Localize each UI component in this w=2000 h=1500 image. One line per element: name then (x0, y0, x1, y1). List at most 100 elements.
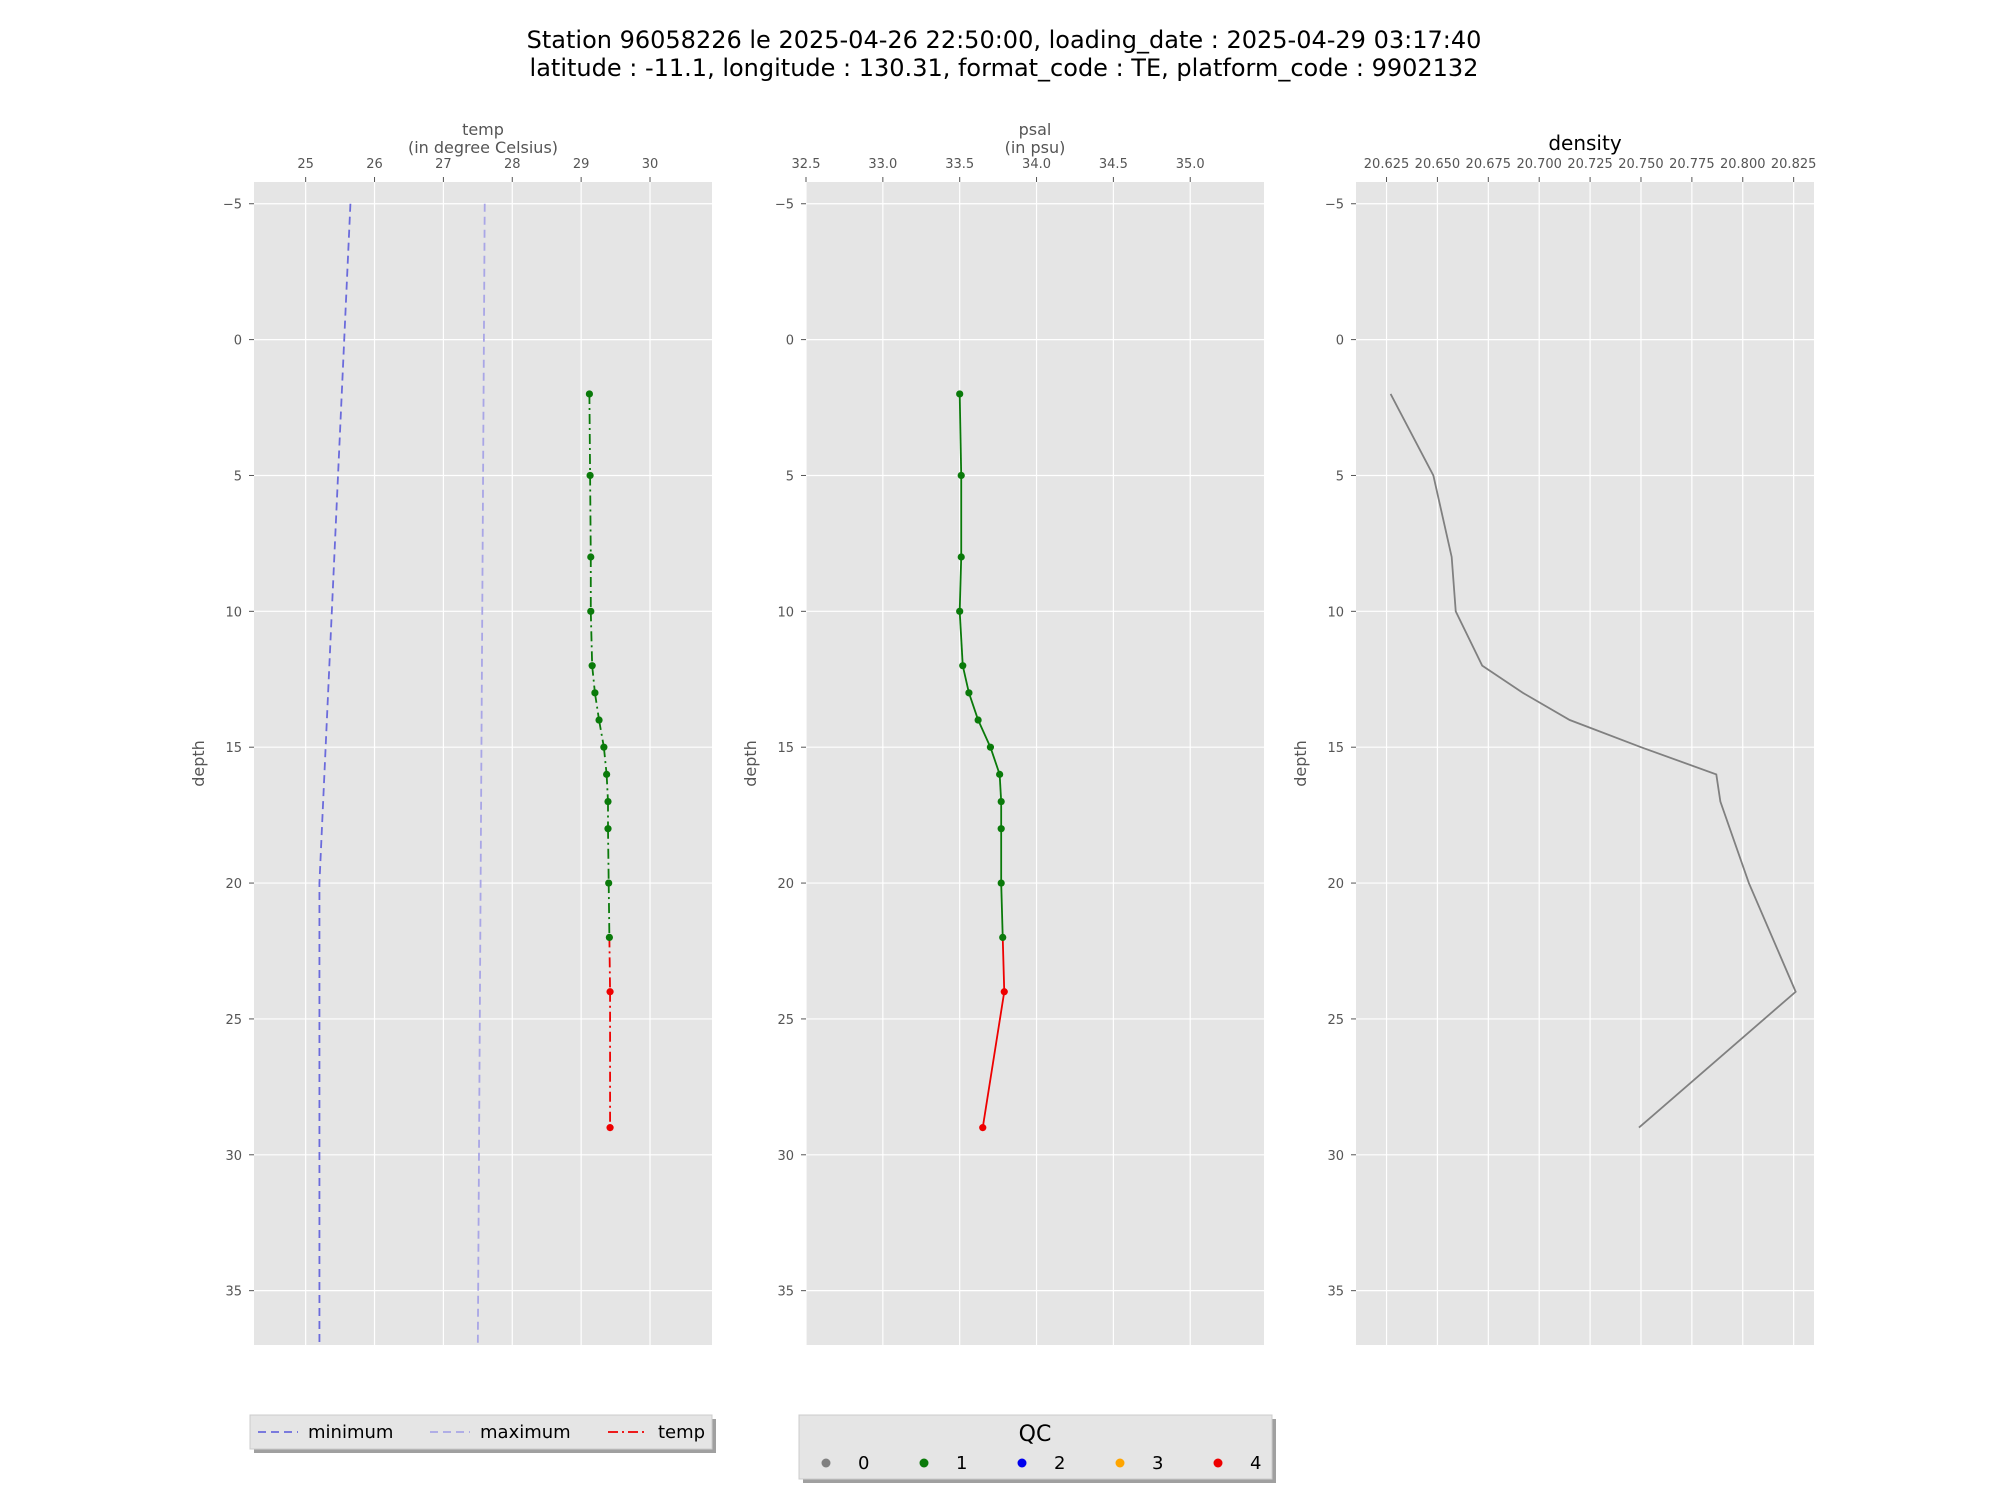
line-legend: minimum maximum temp (249, 1414, 716, 1453)
data-point (587, 553, 595, 561)
y-tick-label: −5 (1325, 198, 1344, 213)
series-segment (989, 746, 1001, 775)
y-tick-label: 5 (1336, 469, 1344, 484)
x-tick-label: 20.775 (1669, 157, 1715, 172)
plot-area (254, 182, 712, 1345)
x-tick-label: 27 (435, 157, 452, 172)
series-segment (968, 692, 979, 721)
y-tick-label: 20 (225, 877, 242, 892)
x-tick-label: 20.650 (1415, 157, 1461, 172)
series-segment (958, 393, 963, 476)
y-axis-label: depth (741, 740, 760, 787)
y-tick-label: 5 (786, 469, 794, 484)
figure-title-line-1: Station 96058226 le 2025-04-26 22:50:00,… (527, 26, 1482, 54)
y-tick-label: 5 (234, 469, 242, 484)
x-tick-label: 20.825 (1771, 157, 1817, 172)
qc-legend-box (798, 1414, 1273, 1480)
data-point (997, 879, 1005, 887)
y-tick-label: 15 (1327, 741, 1344, 756)
x-tick-label: 34.5 (1099, 157, 1128, 172)
x-tick-label: 34.0 (1022, 157, 1051, 172)
data-point (600, 743, 608, 751)
y-tick-label: −5 (223, 198, 242, 213)
legend-label-temp: temp (658, 1422, 705, 1443)
x-axis-label: (in degree Celsius) (408, 138, 558, 157)
series-segment (607, 828, 610, 884)
data-point (957, 471, 965, 480)
data-point (595, 716, 603, 724)
series-segment (958, 611, 964, 666)
x-tick-label: 20.750 (1618, 157, 1664, 172)
y-tick-label: 35 (225, 1285, 242, 1300)
y-tick-label: 20 (777, 877, 794, 892)
data-point (997, 825, 1005, 833)
data-point (587, 607, 595, 615)
x-axis-label: temp (462, 120, 504, 139)
qc-legend-label-4: 4 (1250, 1453, 1261, 1474)
y-tick-label: 35 (1327, 1285, 1344, 1300)
data-point (957, 553, 965, 561)
series-segment (961, 665, 970, 694)
series-segment (588, 393, 591, 476)
series-segment (1001, 937, 1006, 992)
data-point (965, 689, 973, 697)
data-point (588, 662, 596, 670)
data-point (974, 716, 982, 724)
y-tick-label: 10 (777, 605, 794, 620)
qc-legend: QC 0 1 2 3 4 (798, 1414, 1276, 1483)
qc-legend-marker-3 (1115, 1458, 1125, 1468)
x-tick-label: 30 (642, 157, 659, 172)
data-point (959, 662, 967, 670)
legend-label-minimum: minimum (308, 1422, 393, 1443)
y-tick-label: 30 (225, 1149, 242, 1164)
data-point (604, 797, 612, 806)
x-tick-label: 35.0 (1176, 157, 1205, 172)
x-tick-label: 32.5 (792, 157, 821, 172)
y-axis-label: depth (1291, 740, 1310, 787)
y-tick-label: 20 (1327, 877, 1344, 892)
data-point (604, 825, 612, 833)
data-point (605, 879, 613, 887)
data-point (986, 743, 995, 751)
y-tick-label: 15 (777, 741, 794, 756)
plot-area (1356, 182, 1814, 1345)
y-tick-label: 25 (225, 1013, 242, 1028)
y-tick-label: 30 (777, 1149, 794, 1164)
qc-legend-marker-2 (1017, 1458, 1027, 1468)
qc-legend-marker-0 (821, 1458, 831, 1468)
data-point (1000, 988, 1008, 996)
y-tick-label: 0 (786, 334, 794, 349)
y-tick-label: 25 (777, 1013, 794, 1028)
data-point (605, 933, 613, 942)
data-point (956, 390, 964, 398)
series-segment (589, 475, 592, 557)
data-point (999, 933, 1007, 942)
y-tick-label: 15 (225, 741, 242, 756)
series-segment (608, 937, 611, 992)
x-tick-label: 20.625 (1364, 157, 1410, 172)
data-point (996, 770, 1004, 778)
x-axis-label: psal (1019, 120, 1052, 139)
x-tick-label: 20.725 (1567, 157, 1613, 172)
x-tick-label: 20.700 (1516, 157, 1562, 172)
x-axis-label: (in psu) (1005, 138, 1066, 157)
x-tick-label: 33.0 (868, 157, 897, 172)
data-point (606, 1124, 614, 1132)
plot-area (806, 182, 1264, 1345)
qc-legend-label-3: 3 (1152, 1453, 1163, 1474)
series-segment (958, 556, 963, 612)
series-segment (607, 883, 611, 938)
x-tick-label: 25 (297, 157, 314, 172)
qc-legend-label-0: 0 (858, 1453, 869, 1474)
temp-panel: 25 26 27 28 29 30 −5 0 5 10 15 20 25 30 35 depth temp(in… (189, 120, 712, 1346)
qc-legend-label-2: 2 (1054, 1453, 1065, 1474)
qc-legend-title: QC (1019, 1422, 1052, 1447)
series-segment (589, 611, 594, 666)
data-point (591, 689, 599, 697)
data-point (603, 770, 611, 778)
x-tick-label: 29 (573, 157, 590, 172)
panel-title: density (1548, 131, 1621, 155)
data-point (606, 988, 614, 996)
series-segment (598, 719, 605, 748)
psal-panel: 32.5 33.0 33.5 34.0 34.5 35.0 −5 0 5 10 15 20 25 30 35… (741, 120, 1264, 1345)
